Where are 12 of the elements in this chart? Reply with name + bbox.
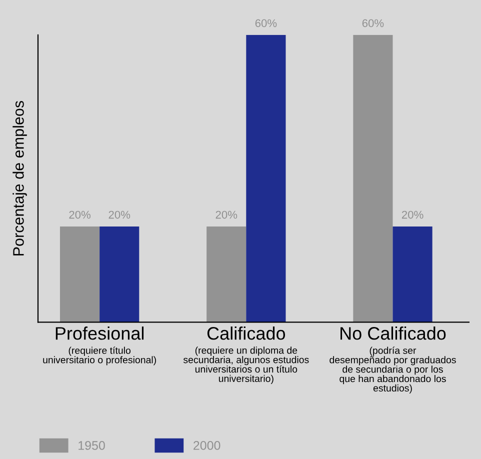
y-axis-title: Porcentaje de empleos <box>12 100 27 256</box>
x-tick-label: Profesional (requiere título universitario o profesional) <box>43 326 156 366</box>
legend-label: 2000 <box>194 441 220 450</box>
data-label: 20% <box>108 210 130 219</box>
x-tick-label: Calificado (requiere un diploma de secundaria, algunos estudios universitarios o un título universitario) <box>183 326 309 384</box>
legend-label: 1950 <box>78 441 105 450</box>
x-tick-label: No Calificado (podría ser desempeñado por graduados de secundaria o por los que han abandonado los estudios) <box>330 326 456 394</box>
data-label: 20% <box>216 210 238 219</box>
data-label: 60% <box>362 19 384 28</box>
data-label: 20% <box>69 210 90 219</box>
data-label: 20% <box>402 210 424 219</box>
data-label: 60% <box>255 19 277 28</box>
